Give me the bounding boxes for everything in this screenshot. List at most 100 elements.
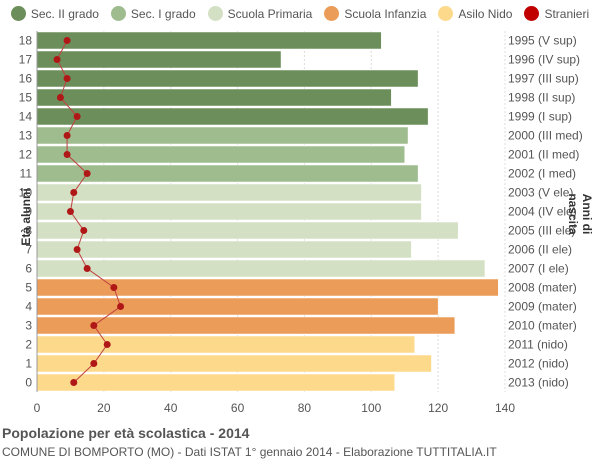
legend-label: Scuola Primaria (227, 6, 313, 21)
bar (36, 145, 405, 164)
y-axis-title-right: Anni di nascita (566, 193, 594, 235)
y-axis-title-left: Età alunni (19, 188, 33, 246)
x-tick-label: 40 (164, 401, 178, 415)
legend-item: Stranieri (524, 6, 589, 21)
stranieri-point (117, 303, 125, 310)
y-tick-label: 11 (20, 167, 33, 181)
bar (36, 240, 412, 259)
y-tick-label: 3 (25, 319, 32, 333)
bar (36, 107, 429, 126)
bar (36, 31, 382, 50)
y-tick-label: 7 (25, 243, 32, 257)
legend-swatch (524, 6, 540, 21)
stranieri-point (83, 170, 91, 177)
stranieri-point (73, 246, 81, 253)
legend-label: Sec. II grado (30, 6, 99, 21)
y-tick-label: 17 (19, 53, 33, 67)
year-label: 2007 (I ele) (508, 262, 569, 276)
x-tick-label: 80 (298, 401, 312, 415)
bar (36, 259, 486, 278)
legend-swatch (324, 6, 340, 21)
bar (36, 164, 419, 183)
stranieri-point (90, 360, 98, 367)
stranieri-point (63, 132, 71, 139)
year-label: 2009 (mater) (508, 300, 577, 314)
legend-label: Stranieri (544, 6, 590, 21)
year-label: 1999 (I sup) (508, 110, 572, 124)
legend-item: Asilo Nido (438, 6, 512, 21)
bar (36, 126, 409, 145)
y-tick-label: 9 (25, 205, 32, 219)
year-label: 1996 (IV sup) (508, 53, 580, 67)
bar (36, 183, 422, 202)
stranieri-point (110, 284, 118, 291)
bar (36, 88, 392, 107)
year-label: 2001 (II med) (508, 148, 579, 162)
year-label: 1995 (V sup) (508, 34, 577, 48)
bar (36, 221, 459, 240)
year-label: 2002 (I med) (508, 167, 576, 181)
legend-swatch (10, 6, 26, 21)
y-tick-label: 10 (19, 186, 33, 200)
stranieri-point (90, 322, 98, 329)
bar (36, 69, 419, 88)
stranieri-point (83, 265, 91, 272)
y-tick-label: 12 (19, 148, 33, 162)
year-label: 2005 (III ele) (508, 224, 575, 238)
y-tick-label: 14 (19, 110, 33, 124)
legend-swatch (207, 6, 223, 21)
stranieri-point (63, 37, 71, 44)
stranieri-point (73, 113, 81, 120)
bar (36, 50, 282, 69)
year-label: 2012 (nido) (508, 357, 569, 371)
legend-label: Sec. I grado (130, 6, 196, 21)
legend-swatch (110, 6, 126, 21)
y-tick-label: 18 (19, 34, 33, 48)
stranieri-point (103, 341, 111, 348)
x-tick-label: 100 (361, 401, 381, 415)
bar (36, 297, 439, 316)
stranieri-point (63, 151, 71, 158)
stranieri-point (80, 227, 88, 234)
y-tick-label: 4 (25, 300, 32, 314)
legend-label: Scuola Infanzia (344, 6, 427, 21)
y-tick-label: 16 (19, 72, 33, 86)
chart-title: Popolazione per età scolastica - 2014 (2, 425, 250, 441)
x-tick-label: 20 (97, 401, 111, 415)
stranieri-point (66, 208, 74, 215)
year-label: 2010 (mater) (508, 319, 577, 333)
legend-item: Scuola Primaria (207, 6, 313, 21)
y-tick-label: 2 (25, 338, 32, 352)
legend-item: Scuola Infanzia (324, 6, 426, 21)
year-label: 2011 (nido) (508, 338, 568, 352)
legend-item: Sec. I grado (110, 6, 196, 21)
y-tick-label: 1 (25, 357, 32, 371)
legend-label: Asilo Nido (458, 6, 513, 21)
year-label: 2004 (IV ele) (508, 205, 577, 219)
bar (36, 373, 395, 392)
stranieri-point (53, 56, 61, 63)
bar (36, 335, 415, 354)
y-tick-label: 8 (25, 224, 32, 238)
stranieri-point (70, 189, 78, 196)
x-tick-label: 60 (231, 401, 245, 415)
y-tick-label: 13 (19, 129, 33, 143)
year-label: 2008 (mater) (508, 281, 577, 295)
y-tick-label: 6 (25, 262, 32, 276)
year-label: 2000 (III med) (508, 129, 583, 143)
chart-subtitle: COMUNE DI BOMPORTO (MO) - Dati ISTAT 1° … (2, 445, 497, 459)
x-tick-label: 120 (428, 401, 448, 415)
stranieri-point (63, 75, 71, 82)
year-label: 1998 (II sup) (508, 91, 575, 105)
x-tick-label: 0 (34, 401, 41, 415)
stranieri-point (56, 94, 64, 101)
legend-item: Sec. II grado (10, 6, 99, 21)
year-label: 2013 (nido) (508, 376, 569, 390)
y-tick-label: 5 (25, 281, 32, 295)
stranieri-point (70, 379, 78, 386)
x-tick-label: 140 (495, 401, 515, 415)
bar (36, 316, 456, 335)
year-label: 1997 (III sup) (508, 72, 579, 86)
legend-swatch (438, 6, 454, 21)
